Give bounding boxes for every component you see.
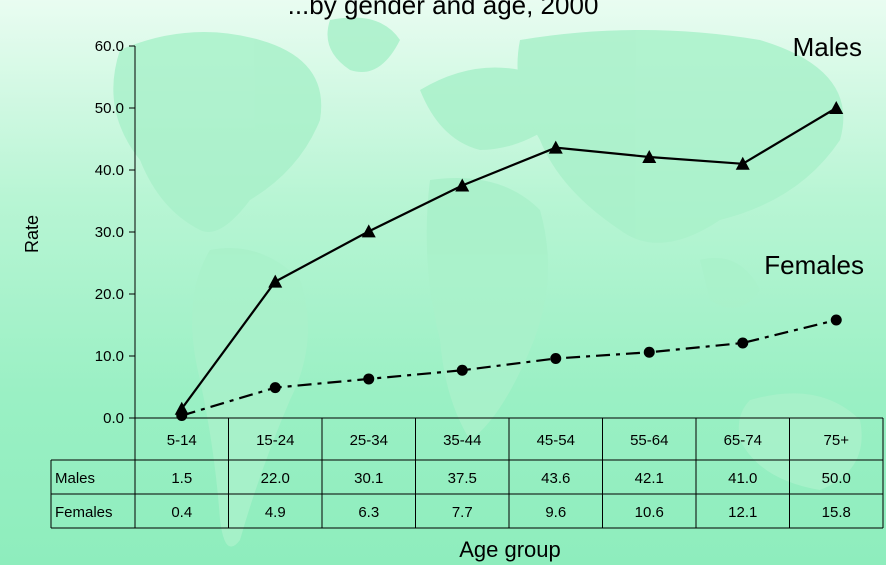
data-label: 9.6 — [545, 504, 566, 521]
data-label: 10.6 — [635, 504, 664, 521]
data-label: 37.5 — [448, 470, 477, 487]
y-tick-label: 60.0 — [95, 38, 124, 55]
data-label: 43.6 — [541, 470, 570, 487]
y-axis-label: Rate — [22, 215, 42, 253]
data-label: 1.5 — [171, 470, 192, 487]
females-series-label: Females — [764, 250, 864, 280]
x-category-label: 75+ — [824, 432, 850, 449]
y-tick-label: 30.0 — [95, 224, 124, 241]
data-label: 6.3 — [358, 504, 379, 521]
females-point — [830, 314, 842, 326]
y-tick-label: 10.0 — [95, 348, 124, 365]
y-tick-label: 20.0 — [95, 286, 124, 303]
data-label: 4.9 — [265, 504, 286, 521]
males-point — [361, 224, 376, 238]
table-row-label: Females — [55, 504, 113, 521]
females-point — [176, 410, 188, 422]
x-category-label: 45-54 — [537, 432, 575, 449]
females-line — [181, 318, 837, 417]
x-axis-label: Age group — [459, 537, 561, 562]
data-label: 0.4 — [171, 504, 192, 521]
females-point — [269, 382, 281, 394]
data-label: 30.1 — [354, 470, 383, 487]
x-category-label: 35-44 — [443, 432, 481, 449]
data-label: 22.0 — [261, 470, 290, 487]
series-markers — [174, 101, 844, 422]
males-point — [735, 156, 750, 170]
data-label: 15.8 — [822, 504, 851, 521]
x-category-label: 65-74 — [724, 432, 762, 449]
males-point — [548, 140, 563, 154]
y-axis: 0.0 10.0 20.0 30.0 40.0 50.0 60.0 — [95, 38, 136, 427]
males-point — [642, 149, 657, 163]
data-label: 12.1 — [728, 504, 757, 521]
females-point — [363, 373, 375, 385]
data-table: 5-14 15-24 25-34 35-44 45-54 55-64 65-74 75+ Mal… — [50, 417, 884, 529]
x-category-label: 5-14 — [167, 432, 197, 449]
x-category-label: 15-24 — [256, 432, 294, 449]
data-label: 41.0 — [728, 470, 757, 487]
y-tick-label: 0.0 — [103, 410, 124, 427]
y-tick-label: 50.0 — [95, 100, 124, 117]
table-row-label: Males — [55, 470, 95, 487]
x-category-label: 25-34 — [350, 432, 388, 449]
females-point — [550, 352, 562, 364]
males-series-label: Males — [793, 32, 862, 62]
data-label: 42.1 — [635, 470, 664, 487]
y-tick-label: 40.0 — [95, 162, 124, 179]
females-point — [643, 346, 655, 358]
females-point — [737, 337, 749, 349]
chart-title: ...by gender and age, 2000 — [288, 0, 599, 20]
data-label: 50.0 — [822, 470, 851, 487]
males-line — [180, 107, 837, 410]
x-category-label: 55-64 — [630, 432, 668, 449]
data-label: 7.7 — [452, 504, 473, 521]
males-point — [829, 101, 844, 114]
females-point — [456, 364, 468, 376]
series-lines — [180, 107, 837, 417]
males-point — [455, 178, 470, 192]
males-point — [268, 274, 283, 288]
